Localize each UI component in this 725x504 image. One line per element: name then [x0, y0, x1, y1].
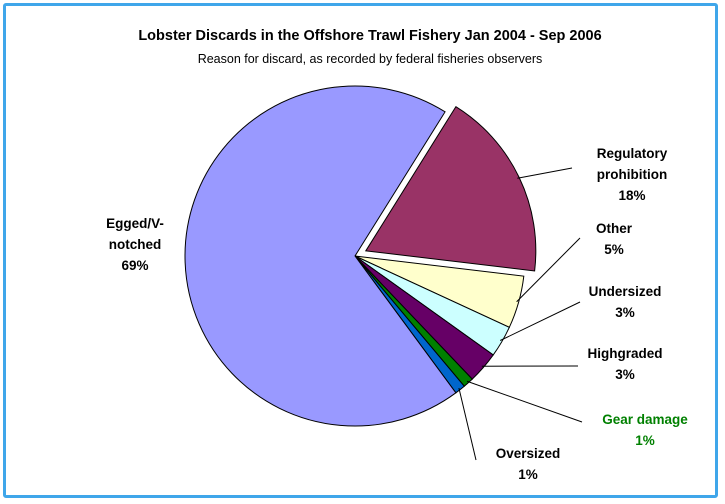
slice-label: Egged/V-notched 69% [106, 216, 164, 273]
slice-value: 69% [121, 258, 148, 273]
slice-name: Highgraded [587, 346, 662, 361]
slice-value: 3% [615, 367, 635, 382]
pie-slice-egged-v-notched [184, 85, 457, 427]
slice-name: Undersized [589, 284, 662, 299]
slice-label: Highgraded 3% [587, 346, 662, 382]
leader-line [458, 387, 477, 461]
slice-label: Other 5% [596, 221, 633, 257]
chart-title: Lobster Discards in the Offshore Trawl F… [138, 28, 601, 44]
slice-label: Oversized 1% [496, 446, 561, 482]
slice-name: Regulatory [597, 146, 668, 161]
slice-value: 18% [618, 188, 645, 203]
leader-line [466, 380, 583, 423]
slice-name: prohibition [597, 167, 667, 182]
slice-value: 1% [518, 467, 538, 482]
slice-name: Other [596, 221, 633, 236]
slice-name: Egged/V- [106, 216, 164, 231]
pie-slice-regulatory-prohibition [364, 105, 537, 272]
chart-subtitle: Reason for discard, as recorded by feder… [198, 52, 543, 66]
leader-line [517, 167, 573, 179]
slice-value: 3% [615, 305, 635, 320]
slice-name: notched [109, 237, 162, 252]
leader-line [516, 237, 581, 303]
slice-label: Undersized 3% [589, 284, 662, 320]
slice-name: Oversized [496, 446, 561, 461]
slice-value: 5% [604, 242, 624, 257]
slice-name: Gear damage [602, 412, 688, 427]
slice-label: Regulatory prohibition 18% [597, 146, 668, 203]
slice-value: 1% [635, 433, 655, 448]
leader-line [499, 301, 581, 341]
slice-label: Gear damage 1% [602, 412, 688, 448]
